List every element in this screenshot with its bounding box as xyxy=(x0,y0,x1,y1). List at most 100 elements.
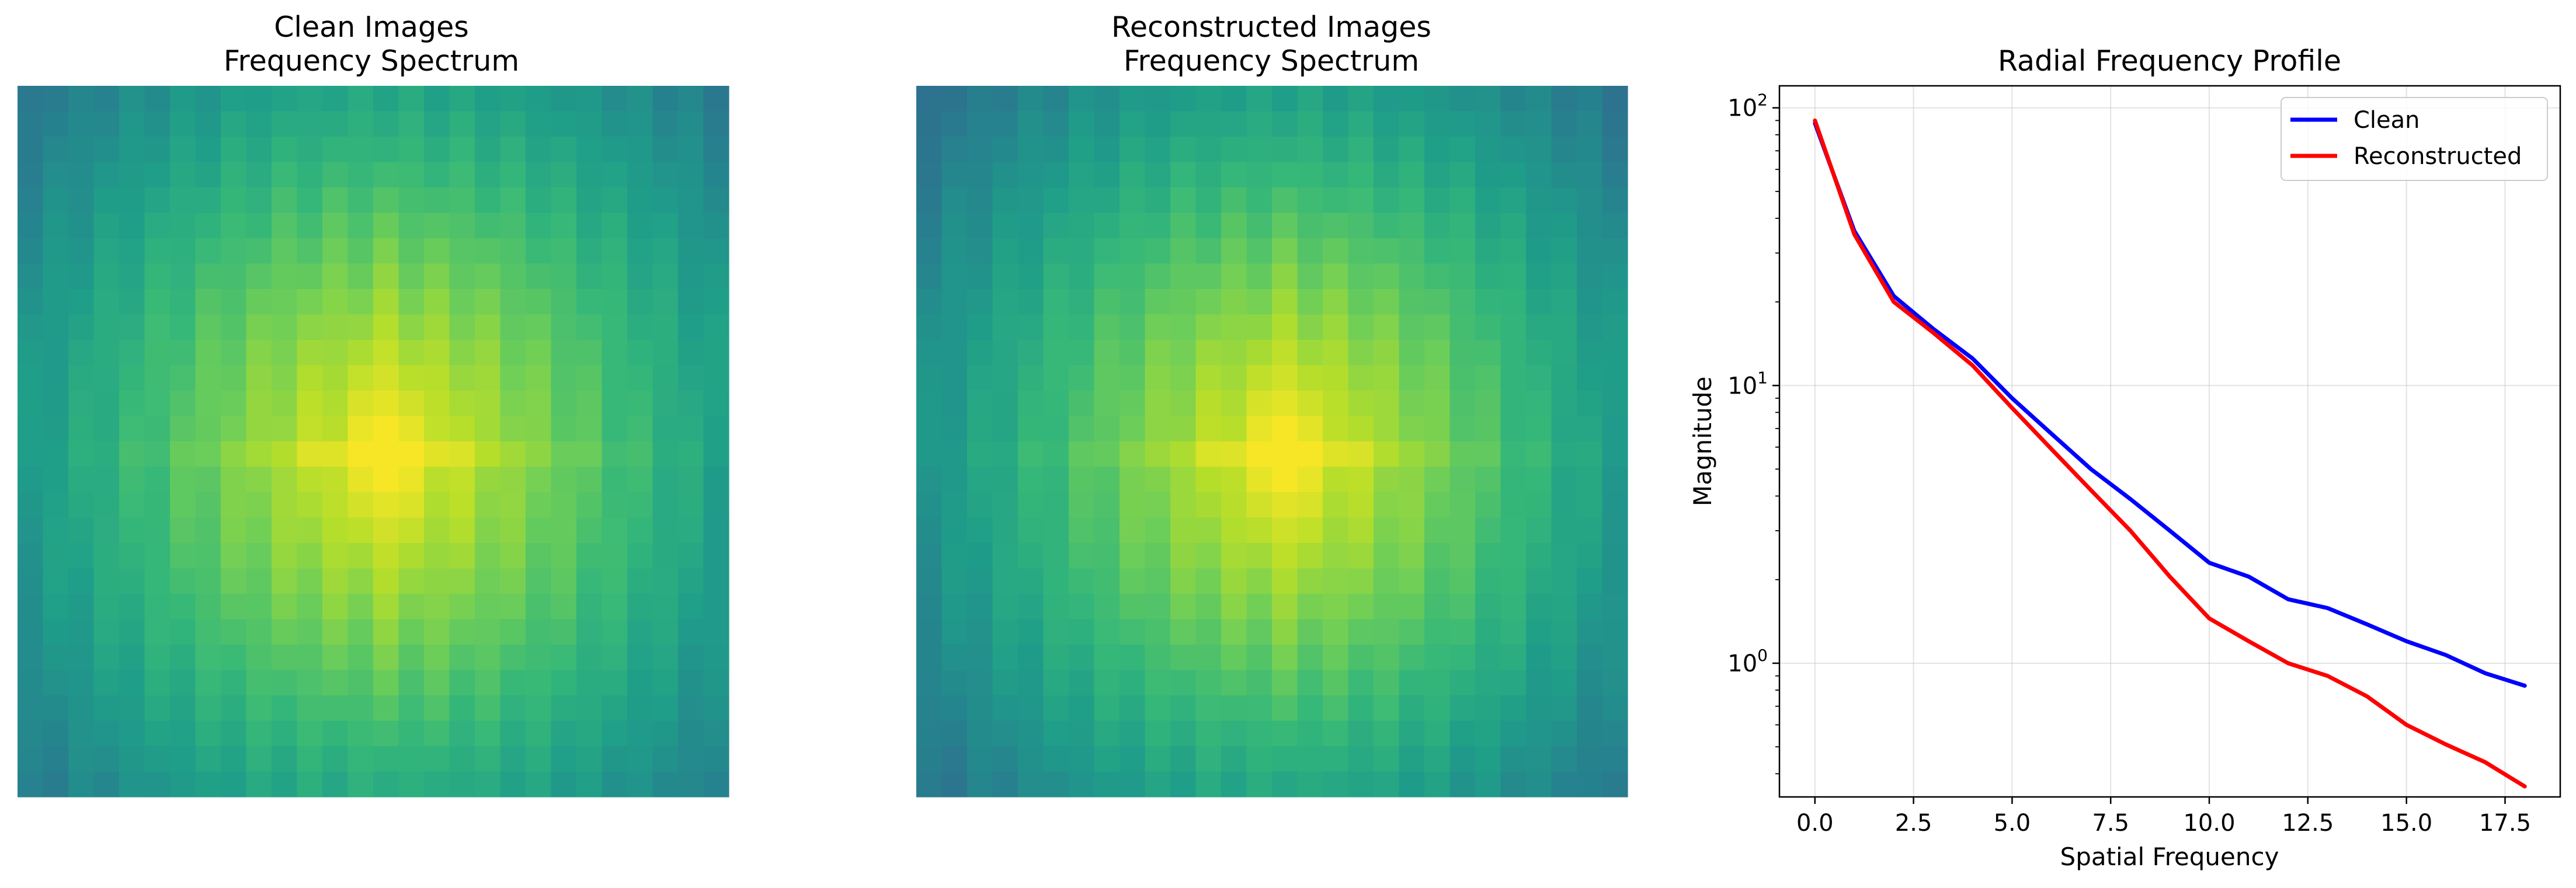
heatmap-cell xyxy=(992,238,1018,264)
heatmap-cell xyxy=(373,645,399,671)
series-line-clean xyxy=(1813,121,2527,688)
heatmap-cell xyxy=(1374,619,1400,645)
heatmap-cell xyxy=(652,86,679,112)
heatmap-cell xyxy=(1551,619,1577,645)
heatmap-cell xyxy=(1526,137,1552,163)
heatmap-cell xyxy=(18,670,44,696)
heatmap-cell xyxy=(398,365,425,391)
heatmap-cell xyxy=(1526,720,1552,747)
heatmap-cell xyxy=(1221,492,1247,518)
heatmap-cell xyxy=(1551,162,1577,188)
heatmap-cell xyxy=(703,594,729,620)
heatmap-cell xyxy=(941,645,968,671)
x-axis-ticks: 0.0 2.5 5.0 7.5 10.0 12.5 15.0 17.5 xyxy=(1796,797,2531,837)
heatmap-cell xyxy=(1120,340,1146,366)
heatmap-cell xyxy=(1094,416,1120,442)
heatmap-cell xyxy=(1399,543,1425,569)
heatmap-cell xyxy=(551,137,577,163)
heatmap-cell xyxy=(1272,314,1298,340)
heatmap-cell xyxy=(967,391,993,417)
heatmap-cell xyxy=(1145,543,1171,569)
heatmap-cell xyxy=(526,670,552,696)
heatmap-cell xyxy=(43,111,69,137)
heatmap-cell xyxy=(1195,86,1222,112)
x-tick-label: 15.0 xyxy=(2380,810,2432,837)
heatmap-cell xyxy=(678,86,704,112)
x-axis-label: Spatial Frequency xyxy=(2060,842,2279,871)
heatmap-cell xyxy=(1018,466,1044,493)
heatmap-cell xyxy=(551,466,577,493)
heatmap-cell xyxy=(1449,340,1476,366)
heatmap-cell xyxy=(144,289,171,315)
heatmap-cell xyxy=(347,670,374,696)
heatmap-cell xyxy=(1246,645,1273,671)
heatmap-cell xyxy=(221,340,247,366)
heatmap-cell xyxy=(398,289,425,315)
heatmap-cell xyxy=(652,746,679,772)
heatmap-cell xyxy=(398,263,425,290)
heatmap-cell xyxy=(297,391,323,417)
heatmap-cell xyxy=(1145,619,1171,645)
heatmap-cell xyxy=(119,466,145,493)
heatmap-cell xyxy=(119,441,145,468)
heatmap-cell xyxy=(1577,568,1603,594)
heatmap-cell xyxy=(1246,441,1273,468)
heatmap-cell xyxy=(221,111,247,137)
heatmap-cell xyxy=(916,340,943,366)
heatmap-cell xyxy=(551,162,577,188)
heatmap-cell xyxy=(941,670,968,696)
heatmap-cell xyxy=(602,289,628,315)
heatmap-cell xyxy=(1500,492,1527,518)
heatmap-cell xyxy=(941,441,968,468)
heatmap-cell xyxy=(475,289,501,315)
heatmap-cell xyxy=(1449,263,1476,290)
heatmap-cell xyxy=(1374,213,1400,239)
heatmap-cell xyxy=(703,340,729,366)
heatmap-cell xyxy=(1551,111,1577,137)
heatmap-cell xyxy=(1018,619,1044,645)
radial-profile-axes-frame xyxy=(1778,85,2561,798)
heatmap-cell xyxy=(93,771,120,798)
heatmap-cell xyxy=(272,619,298,645)
heatmap-cell xyxy=(195,238,221,264)
heatmap-cell xyxy=(602,162,628,188)
heatmap-cell xyxy=(1602,162,1628,188)
heatmap-cell xyxy=(93,695,120,722)
heatmap-cell xyxy=(526,720,552,747)
heatmap-cell xyxy=(1170,187,1197,214)
heatmap-cell xyxy=(297,187,323,214)
heatmap-cell xyxy=(297,645,323,671)
heatmap-cell xyxy=(1449,86,1476,112)
heatmap-cell xyxy=(1500,289,1527,315)
heatmap-cell xyxy=(941,416,968,442)
heatmap-cell xyxy=(1043,111,1069,137)
heatmap-cell xyxy=(602,391,628,417)
heatmap-cell xyxy=(93,720,120,747)
heatmap-cell xyxy=(1475,720,1501,747)
heatmap-cell xyxy=(170,340,196,366)
heatmap-cell xyxy=(1018,213,1044,239)
heatmap-cell xyxy=(967,645,993,671)
heatmap-cell xyxy=(967,314,993,340)
heatmap-cell xyxy=(1551,238,1577,264)
heatmap-cell xyxy=(1449,517,1476,544)
heatmap-cell xyxy=(195,86,221,112)
heatmap-cell xyxy=(272,416,298,442)
heatmap-cell xyxy=(551,746,577,772)
heatmap-cell xyxy=(602,568,628,594)
heatmap-cell xyxy=(449,263,475,290)
heatmap-cell xyxy=(119,645,145,671)
heatmap-cell xyxy=(1145,492,1171,518)
heatmap-cell xyxy=(1246,213,1273,239)
heatmap-cell xyxy=(1272,746,1298,772)
heatmap-cell xyxy=(916,594,943,620)
heatmap-cell xyxy=(93,391,120,417)
heatmap-cell xyxy=(1577,543,1603,569)
heatmap-cell xyxy=(1272,263,1298,290)
heatmap-cell xyxy=(347,746,374,772)
heatmap-cell xyxy=(992,492,1018,518)
heatmap-cell xyxy=(195,619,221,645)
heatmap-cell xyxy=(347,568,374,594)
heatmap-cell xyxy=(526,466,552,493)
heatmap-cell xyxy=(1577,670,1603,696)
